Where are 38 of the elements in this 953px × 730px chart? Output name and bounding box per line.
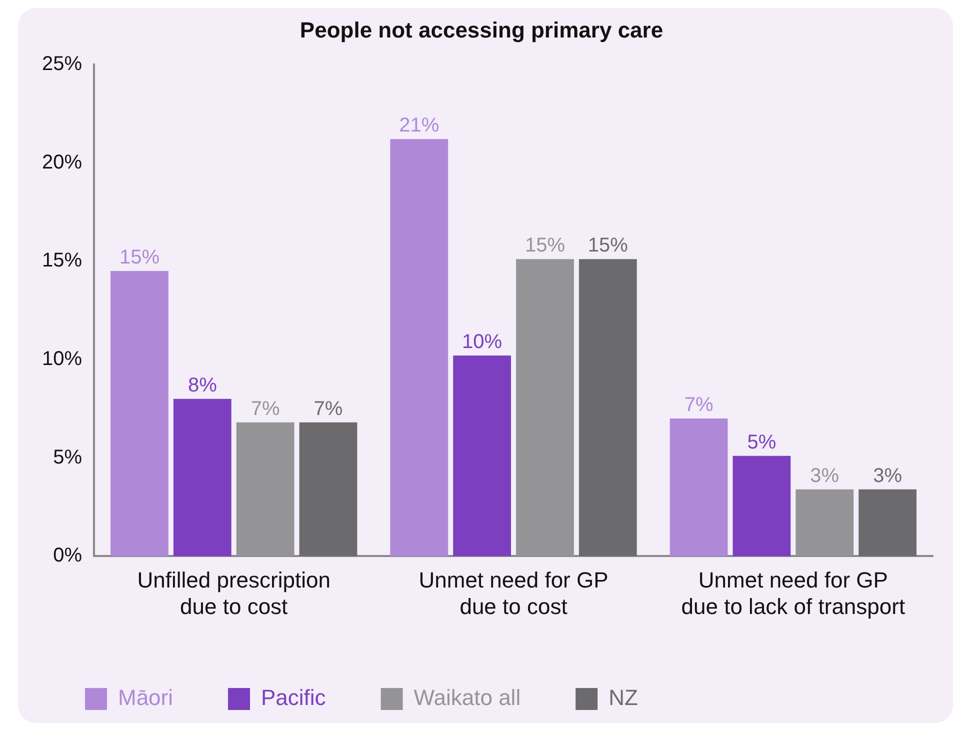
x-tick-label: Unmet need for GP due to lack of transport <box>681 567 906 619</box>
data-label: 3% <box>873 464 902 487</box>
bar <box>796 489 854 556</box>
data-label: 15% <box>588 234 628 257</box>
bar <box>110 270 168 556</box>
data-label: 7% <box>314 398 343 420</box>
bar <box>299 422 358 556</box>
y-tick-label: 20% <box>42 151 82 174</box>
bar <box>858 489 916 556</box>
x-tick-label: Unmet need for GP due to cost <box>418 567 608 619</box>
y-tick-label: 5% <box>53 446 82 468</box>
data-label: 7% <box>250 398 280 420</box>
data-label: 21% <box>399 114 440 137</box>
y-tick-label: 10% <box>42 348 82 370</box>
bar <box>578 259 637 556</box>
data-label: 15% <box>119 246 160 268</box>
legend-label: NZ <box>608 685 638 710</box>
bar <box>173 398 232 556</box>
y-tick-label: 15% <box>42 250 82 272</box>
legend-label: Māori <box>118 685 174 710</box>
legend-label: Pacific <box>261 685 326 710</box>
data-label: 10% <box>462 331 502 354</box>
data-label: 7% <box>684 394 714 416</box>
x-tick-label: Unfilled prescription due to cost <box>137 567 330 619</box>
data-label: 8% <box>188 374 218 396</box>
y-tick-label: 25% <box>42 52 82 75</box>
data-label: 15% <box>524 234 566 257</box>
bar <box>732 456 791 556</box>
bar <box>670 418 728 556</box>
data-label: 3% <box>810 464 840 487</box>
bar <box>453 356 511 556</box>
bar <box>516 259 574 556</box>
chart-title: People not accessing primary care <box>300 17 664 42</box>
bar <box>236 422 294 556</box>
data-label: 5% <box>747 431 776 454</box>
bar <box>390 139 448 556</box>
legend-label: Waikato all <box>414 685 521 710</box>
y-tick-label: 0% <box>53 544 82 567</box>
